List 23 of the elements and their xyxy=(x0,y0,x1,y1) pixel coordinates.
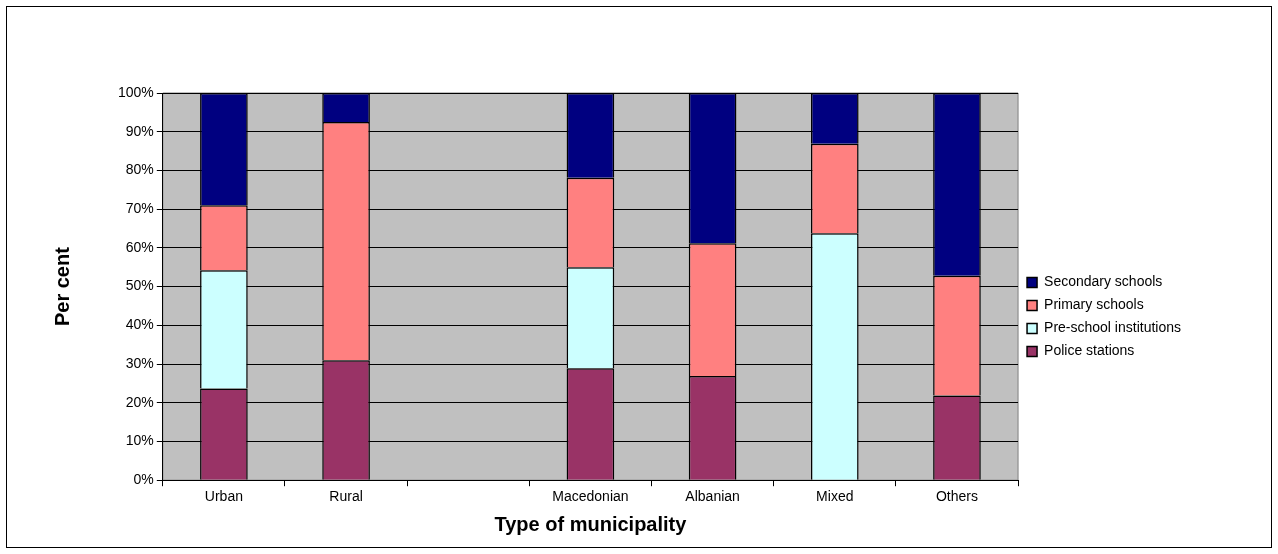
legend-label: Police stations xyxy=(1044,342,1135,359)
y-tick-label: 70% xyxy=(125,200,154,217)
x-tick-label: Albanian xyxy=(685,488,740,505)
legend-label: Secondary schools xyxy=(1044,273,1163,290)
x-tick-label: Macedonian xyxy=(552,488,629,505)
y-tick-label: 60% xyxy=(125,238,154,255)
x-tick-label: Urban xyxy=(204,488,243,505)
y-tick-label: 40% xyxy=(125,316,154,333)
x-tick-label: Rural xyxy=(329,488,363,505)
legend-label: Primary schools xyxy=(1044,296,1144,313)
y-axis-title: Per cent xyxy=(50,246,73,327)
x-tick-label: Others xyxy=(935,488,978,505)
y-tick-label: 10% xyxy=(125,432,154,449)
y-tick-label: 50% xyxy=(125,277,154,294)
x-tick-label: Mixed xyxy=(816,488,854,505)
y-tick-label: 80% xyxy=(125,161,154,178)
y-tick-label: 20% xyxy=(125,393,154,410)
y-tick-label: 30% xyxy=(125,354,154,371)
y-tick-label: 0% xyxy=(133,471,154,488)
x-axis-title: Type of municipality xyxy=(494,512,688,535)
legend-label: Pre-school institutions xyxy=(1044,319,1181,336)
y-tick-label: 90% xyxy=(125,122,154,139)
y-tick-label: 100% xyxy=(117,83,154,100)
